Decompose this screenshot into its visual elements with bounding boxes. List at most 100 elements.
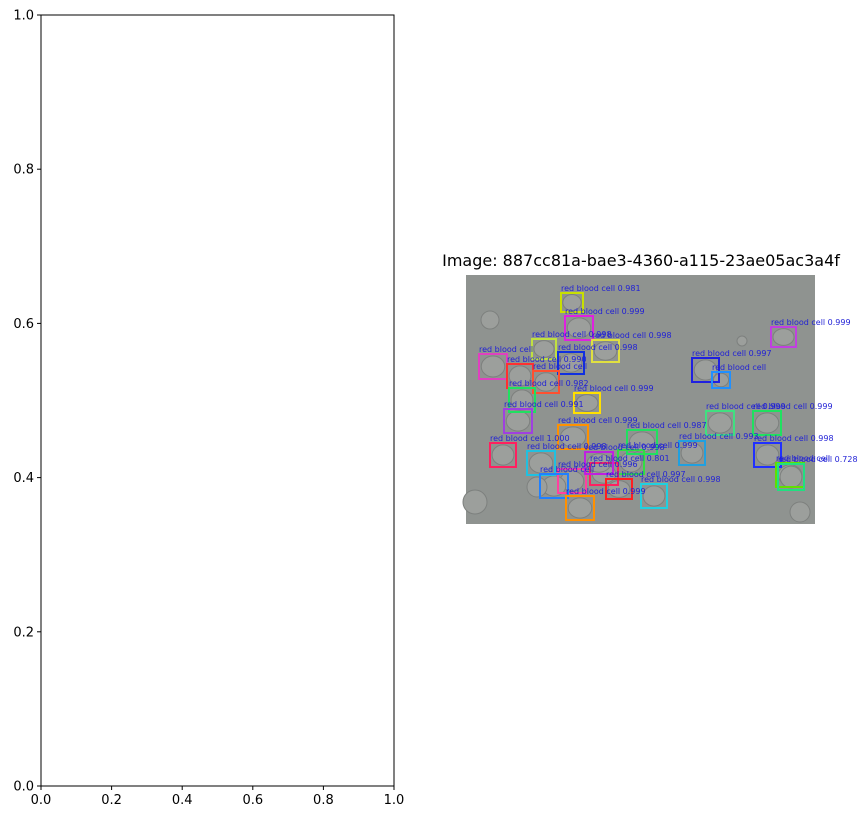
cell-blob	[480, 310, 500, 330]
detection-box	[770, 326, 797, 348]
cell-blob	[754, 412, 780, 434]
detection-label: red blood cell 0.801	[590, 454, 670, 463]
axes-frame	[40, 14, 395, 787]
detection-label: red blood cell 0.998	[532, 330, 612, 339]
cell-blob	[462, 489, 488, 515]
x-tick-label: 0.4	[172, 793, 193, 808]
detection-box	[626, 429, 658, 455]
cell-blob	[510, 389, 534, 411]
detection-label: red blood cell 0.999	[566, 487, 646, 496]
detection-box	[565, 495, 595, 521]
cell-blob	[533, 340, 555, 358]
detection-label: red blood cell 0.998	[754, 434, 834, 443]
detection-label: red blood cell 0.999	[706, 402, 786, 411]
y-tick-label: 0.4	[13, 471, 34, 486]
detection-label: red blood cell	[712, 363, 766, 372]
cell-blob	[567, 497, 593, 519]
cell-blob	[755, 444, 780, 466]
detection-label: red blood cell 0.993	[679, 432, 759, 441]
x-tick-label: 0.6	[242, 793, 263, 808]
detection-label: red blood cell 0.998	[641, 475, 721, 484]
detection-box	[752, 410, 782, 436]
cell-blob	[619, 451, 643, 473]
detection-boxes: red blood cell 0.981 red blood cell 0.999…	[478, 284, 858, 521]
detection-label: red blood cell 0.982	[509, 379, 589, 388]
detection-box	[531, 338, 557, 360]
detection-label: red blood cell 0.998	[558, 343, 638, 352]
y-tick-label: 0.6	[13, 317, 34, 332]
cell-blob	[707, 412, 733, 434]
cell-blob	[480, 355, 506, 378]
detection-box	[557, 351, 585, 375]
detection-box	[503, 408, 533, 434]
detection-label: red blood cell 0.998	[592, 331, 672, 340]
cell-blob	[559, 426, 587, 448]
cell-blob	[491, 444, 515, 466]
detection-label: red blood cell	[479, 345, 533, 354]
detection-label: red blood cell 0.997	[692, 349, 772, 358]
cell-blob	[508, 365, 532, 387]
cell-blob	[575, 394, 599, 412]
cell-blob	[789, 501, 811, 523]
detection-label: red blood cell	[533, 362, 587, 371]
cell-blob	[772, 328, 795, 346]
detection-label: red blood cell 0.997	[606, 470, 686, 479]
detection-label: red blood cell	[776, 454, 830, 463]
cell-blob	[736, 335, 748, 347]
detection-label: red blood cell 0.728	[778, 455, 858, 464]
cell-blob	[779, 465, 803, 489]
detection-label: red blood cell 0.991	[504, 400, 584, 409]
detection-box	[508, 387, 536, 413]
cell-blob	[566, 317, 592, 339]
detection-label: red blood cell 0.987	[627, 421, 707, 430]
detection-label: red blood cell 0.999	[574, 384, 654, 393]
cell-blob	[593, 341, 618, 361]
detection-box	[489, 442, 517, 468]
detection-label: red blood cell 0.998	[585, 443, 665, 452]
detection-box	[532, 370, 560, 394]
detection-box	[557, 468, 587, 494]
cell-blob	[680, 442, 704, 464]
y-tick-label: 0.2	[13, 625, 34, 640]
x-axis-ticks: 0.0 0.2 0.4 0.6 0.8 1.0	[31, 786, 405, 808]
x-tick-label: 1.0	[384, 793, 405, 808]
detection-box	[691, 357, 720, 383]
detection-box	[640, 483, 668, 509]
detection-box	[605, 478, 633, 500]
detection-box	[777, 463, 805, 491]
detection-box	[539, 473, 569, 499]
detection-label: red blood cell 0.999	[565, 307, 645, 316]
detection-box	[591, 339, 620, 363]
empty-axes: 0.0 0.2 0.4 0.6 0.8 1.0 0.0 0.2 0.4 0.6 0.8 1.0	[13, 9, 404, 809]
detection-box	[705, 410, 735, 436]
detection-label: red blood cell 0.990	[507, 355, 587, 364]
detection-label: red blood cell	[540, 465, 594, 474]
x-tick-label: 0.0	[31, 793, 52, 808]
cell-blob	[534, 372, 558, 392]
detection-box	[564, 315, 594, 341]
detection-label: red blood cell 0.981	[561, 284, 641, 293]
cell-blob	[562, 294, 582, 311]
y-axis-ticks: 0.0 0.2 0.4 0.6 0.8 1.0	[13, 9, 41, 795]
y-tick-label: 0.0	[13, 780, 34, 795]
detection-box	[573, 392, 601, 414]
detection-box	[560, 292, 584, 313]
image-panel: Image: 887cc81a-bae3-4360-a115-23ae05ac3…	[442, 251, 858, 524]
y-tick-label: 1.0	[13, 9, 34, 24]
detection-label: red blood cell 1.000	[490, 434, 570, 443]
detection-box	[557, 424, 589, 450]
detection-label: red blood cell 0.996	[558, 460, 638, 469]
detection-label: red blood cell 0.999	[753, 402, 833, 411]
cell-blob	[526, 476, 548, 498]
y-tick-label: 0.8	[13, 163, 34, 178]
cell-blob	[559, 353, 583, 373]
detection-label: red blood cell 0.999	[558, 416, 638, 425]
detection-label: red blood cell 0.999	[771, 318, 851, 327]
x-tick-label: 0.8	[313, 793, 334, 808]
image-title: Image: 887cc81a-bae3-4360-a115-23ae05ac3…	[442, 251, 840, 270]
detection-box	[753, 442, 782, 468]
cell-blob	[628, 431, 656, 453]
detection-box	[711, 371, 731, 389]
detection-label: red blood cell 0.999	[618, 441, 698, 450]
